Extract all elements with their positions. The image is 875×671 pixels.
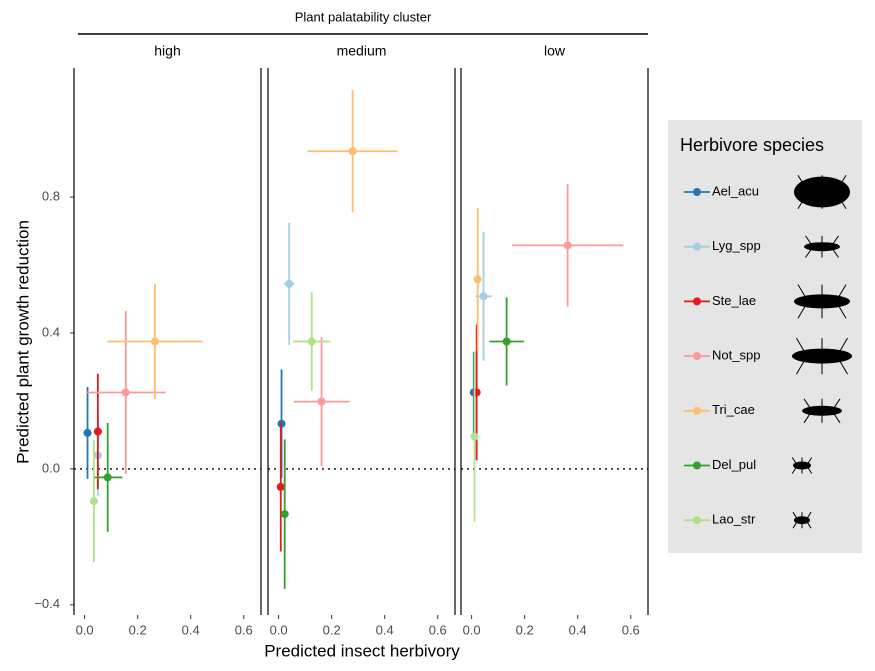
insect-leg <box>806 457 813 466</box>
point <box>502 337 511 346</box>
chart-title: Plant palatability cluster <box>295 9 432 24</box>
point <box>307 337 316 346</box>
x-tick-label: 0.6 <box>235 622 253 637</box>
insect-leg <box>835 174 847 193</box>
point <box>473 275 482 284</box>
legend-label: Lyg_spp <box>712 238 761 253</box>
point <box>103 473 112 482</box>
y-tick-label: 0.4 <box>42 324 60 339</box>
point <box>83 428 92 437</box>
legend-label: Lao_str <box>712 512 756 527</box>
insect-leg <box>835 191 847 210</box>
insect-leg <box>805 246 814 258</box>
insect-leg <box>836 337 848 357</box>
point <box>479 292 488 301</box>
insect-leg <box>797 174 809 193</box>
insect-leg <box>791 465 798 474</box>
insect-leg <box>831 410 841 424</box>
y-tick-label: 0.8 <box>42 189 60 204</box>
point <box>285 279 294 288</box>
x-tick-label: 0.6 <box>622 622 640 637</box>
y-tick-label: −0.4 <box>34 596 60 611</box>
legend-swatch <box>693 188 701 196</box>
legend-label: Ste_lae <box>712 293 756 308</box>
insect-leg <box>803 398 813 412</box>
x-tick-label: 0.4 <box>569 622 587 637</box>
insect-leg <box>806 465 813 474</box>
y-axis-label: Predicted plant growth reduction <box>13 220 32 464</box>
point <box>470 432 479 441</box>
insect-leg <box>791 457 798 466</box>
legend-label: Ael_acu <box>712 183 759 198</box>
legend-swatch <box>693 516 701 525</box>
x-tick-label: 0.2 <box>516 622 534 637</box>
legend-swatch <box>693 297 701 306</box>
point <box>317 397 326 406</box>
insect-leg <box>803 410 813 424</box>
x-tick-label: 0.4 <box>182 622 200 637</box>
insect-leg <box>835 301 847 319</box>
insect-leg <box>830 235 839 247</box>
legend-swatch <box>693 352 701 361</box>
point <box>89 497 98 506</box>
insect-leg <box>797 191 809 210</box>
legend-swatch <box>693 406 701 415</box>
insect-leg <box>792 511 799 521</box>
insect-leg <box>805 511 812 521</box>
x-tick-label: 0.6 <box>429 622 447 637</box>
insect-leg <box>792 519 799 529</box>
x-tick-label: 0.2 <box>129 622 147 637</box>
x-tick-label: 0.2 <box>323 622 341 637</box>
point <box>563 241 572 250</box>
strip-label: low <box>544 43 566 59</box>
strip-label: medium <box>337 43 387 59</box>
point <box>93 427 102 436</box>
x-tick-label: 0.0 <box>76 622 94 637</box>
point <box>121 388 130 397</box>
insect-leg <box>805 235 814 247</box>
insect-leg <box>797 284 809 302</box>
insect-leg <box>830 246 839 258</box>
insect-leg <box>797 301 809 319</box>
x-tick-label: 0.0 <box>270 622 288 637</box>
insect-leg <box>796 337 808 357</box>
y-tick-label: 0.0 <box>42 460 60 475</box>
x-axis-label: Predicted insect herbivory <box>264 641 460 660</box>
legend-label: Tri_cae <box>712 402 755 417</box>
legend-swatch <box>693 461 701 470</box>
insect-leg <box>831 398 841 412</box>
x-tick-label: 0.0 <box>463 622 481 637</box>
insect-leg <box>836 355 848 375</box>
point <box>150 337 159 346</box>
point <box>276 482 285 491</box>
legend-label: Del_pul <box>712 457 756 472</box>
legend-title: Herbivore species <box>680 135 824 155</box>
legend-swatch <box>693 242 701 251</box>
insect-leg <box>796 355 808 375</box>
insect-leg <box>805 519 812 529</box>
x-tick-label: 0.4 <box>376 622 394 637</box>
legend-label: Not_spp <box>712 348 760 363</box>
point <box>348 147 357 156</box>
insect-leg <box>835 284 847 302</box>
point <box>280 510 289 519</box>
strip-label: high <box>154 43 180 59</box>
